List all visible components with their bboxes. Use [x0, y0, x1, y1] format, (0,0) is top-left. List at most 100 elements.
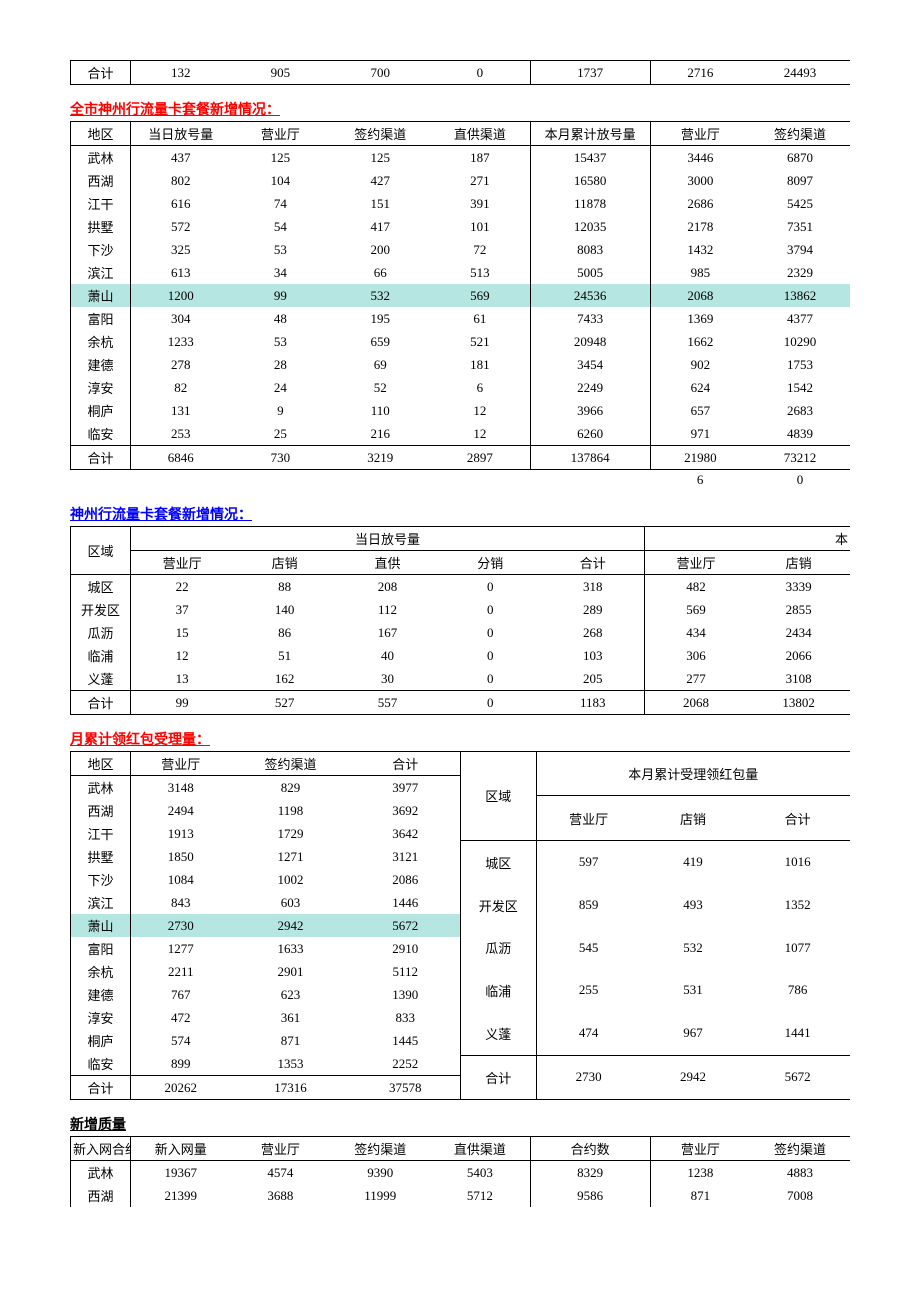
- table-cell: 11999: [330, 1184, 430, 1207]
- table-cell: 318: [542, 575, 645, 599]
- table-cell: 277: [644, 667, 747, 691]
- row-region: 下沙: [71, 238, 131, 261]
- col-header: 营业厅: [650, 122, 750, 146]
- table-cell: 1850: [131, 845, 231, 868]
- col-header: 本月累计受理领红包量: [536, 752, 850, 796]
- table-cell: 53: [230, 330, 330, 353]
- row-region: 西湖: [71, 169, 131, 192]
- col-header: 合计: [351, 752, 461, 776]
- total-cell: 37578: [351, 1076, 461, 1100]
- row-region: 武林: [71, 146, 131, 170]
- row-region: 建德: [71, 353, 131, 376]
- table-cell: 52: [330, 376, 430, 399]
- table-cell: 871: [231, 1029, 351, 1052]
- table-cell: 623: [231, 983, 351, 1006]
- table-cell: 3121: [351, 845, 461, 868]
- col-header: 营业厅: [131, 752, 231, 776]
- table-cell: 521: [430, 330, 530, 353]
- table-cell: 7351: [750, 215, 850, 238]
- table-cell: 1238: [650, 1161, 750, 1185]
- sub-header: 直供: [336, 551, 439, 575]
- table-cell: 967: [641, 1012, 746, 1056]
- table3-left: 地区营业厅签约渠道合计武林31488293977西湖249411983692江干…: [70, 751, 461, 1100]
- table-cell: 7433: [530, 307, 650, 330]
- table-cell: 532: [330, 284, 430, 307]
- table-cell: 843: [131, 891, 231, 914]
- table-cell: 5005: [530, 261, 650, 284]
- table-cell: 304: [131, 307, 231, 330]
- table-cell: 4839: [750, 422, 850, 446]
- table-cell: 569: [644, 598, 747, 621]
- table-cell: 2329: [750, 261, 850, 284]
- table-cell: 1077: [745, 926, 850, 969]
- table-cell: 1445: [351, 1029, 461, 1052]
- table-cell: 3446: [650, 146, 750, 170]
- row-region: 开发区: [71, 598, 131, 621]
- table-cell: 829: [231, 776, 351, 800]
- total-cell: 13802: [747, 691, 850, 715]
- table-cell: 1729: [231, 822, 351, 845]
- col-header: 地区: [71, 122, 131, 146]
- table-cell: 51: [233, 644, 336, 667]
- table-cell: 767: [131, 983, 231, 1006]
- table-cell: 6870: [750, 146, 850, 170]
- table-cell: 195: [330, 307, 430, 330]
- table-cell: 216: [330, 422, 430, 446]
- table-cell: 11878: [530, 192, 650, 215]
- table1-title: 全市神州行流量卡套餐新增情况：: [70, 99, 850, 119]
- table-cell: 2901: [231, 960, 351, 983]
- table-cell: 2178: [650, 215, 750, 238]
- summary-cell: 2716: [650, 61, 750, 85]
- sub-header: 合计: [542, 551, 645, 575]
- table-cell: 61: [430, 307, 530, 330]
- table-cell: 657: [650, 399, 750, 422]
- table-cell: 3794: [750, 238, 850, 261]
- table-cell: 0: [439, 667, 542, 691]
- table-cell: 255: [536, 969, 641, 1012]
- table-cell: 0: [439, 644, 542, 667]
- total-cell: 557: [336, 691, 439, 715]
- total-cell: 527: [233, 691, 336, 715]
- col-header: 营业厅: [230, 1137, 330, 1161]
- table-cell: 5712: [430, 1184, 530, 1207]
- table-cell: 1233: [131, 330, 231, 353]
- table-cell: 88: [233, 575, 336, 599]
- table-cell: 472: [131, 1006, 231, 1029]
- table-cell: 3108: [747, 667, 850, 691]
- table-cell: 417: [330, 215, 430, 238]
- table-cell: 1084: [131, 868, 231, 891]
- table-cell: 167: [336, 621, 439, 644]
- table-cell: 289: [542, 598, 645, 621]
- table-cell: 531: [641, 969, 746, 1012]
- table-cell: 971: [650, 422, 750, 446]
- row-region: 拱墅: [71, 215, 131, 238]
- table-cell: 482: [644, 575, 747, 599]
- table-cell: 2942: [231, 914, 351, 937]
- table-cell: 2252: [351, 1052, 461, 1076]
- table-cell: 7008: [750, 1184, 850, 1207]
- table-cell: 28: [230, 353, 330, 376]
- sub-header: 店销: [641, 796, 746, 840]
- total-cell: 2068: [644, 691, 747, 715]
- row-region: 瓜沥: [71, 621, 131, 644]
- row-region: 淳安: [71, 376, 131, 399]
- row-region: 开发区: [461, 884, 536, 927]
- table-cell: 131: [131, 399, 231, 422]
- sub-header: 营业厅: [644, 551, 747, 575]
- table-cell: 2086: [351, 868, 461, 891]
- table-cell: 574: [131, 1029, 231, 1052]
- summary-cell: 24493: [750, 61, 850, 85]
- row-region: 桐庐: [71, 1029, 131, 1052]
- table-cell: 2434: [747, 621, 850, 644]
- summary-table: 合计 132 905 700 0 1737 2716 24493: [70, 60, 850, 85]
- col-header: 当日放号量: [131, 122, 231, 146]
- table-cell: 786: [745, 969, 850, 1012]
- table-cell: 1542: [750, 376, 850, 399]
- extra-cell: [230, 470, 330, 491]
- table-cell: 899: [131, 1052, 231, 1076]
- table-cell: 545: [536, 926, 641, 969]
- table-cell: 2730: [131, 914, 231, 937]
- total-cell: 2942: [641, 1055, 746, 1099]
- table-cell: 22: [131, 575, 234, 599]
- table-cell: 1200: [131, 284, 231, 307]
